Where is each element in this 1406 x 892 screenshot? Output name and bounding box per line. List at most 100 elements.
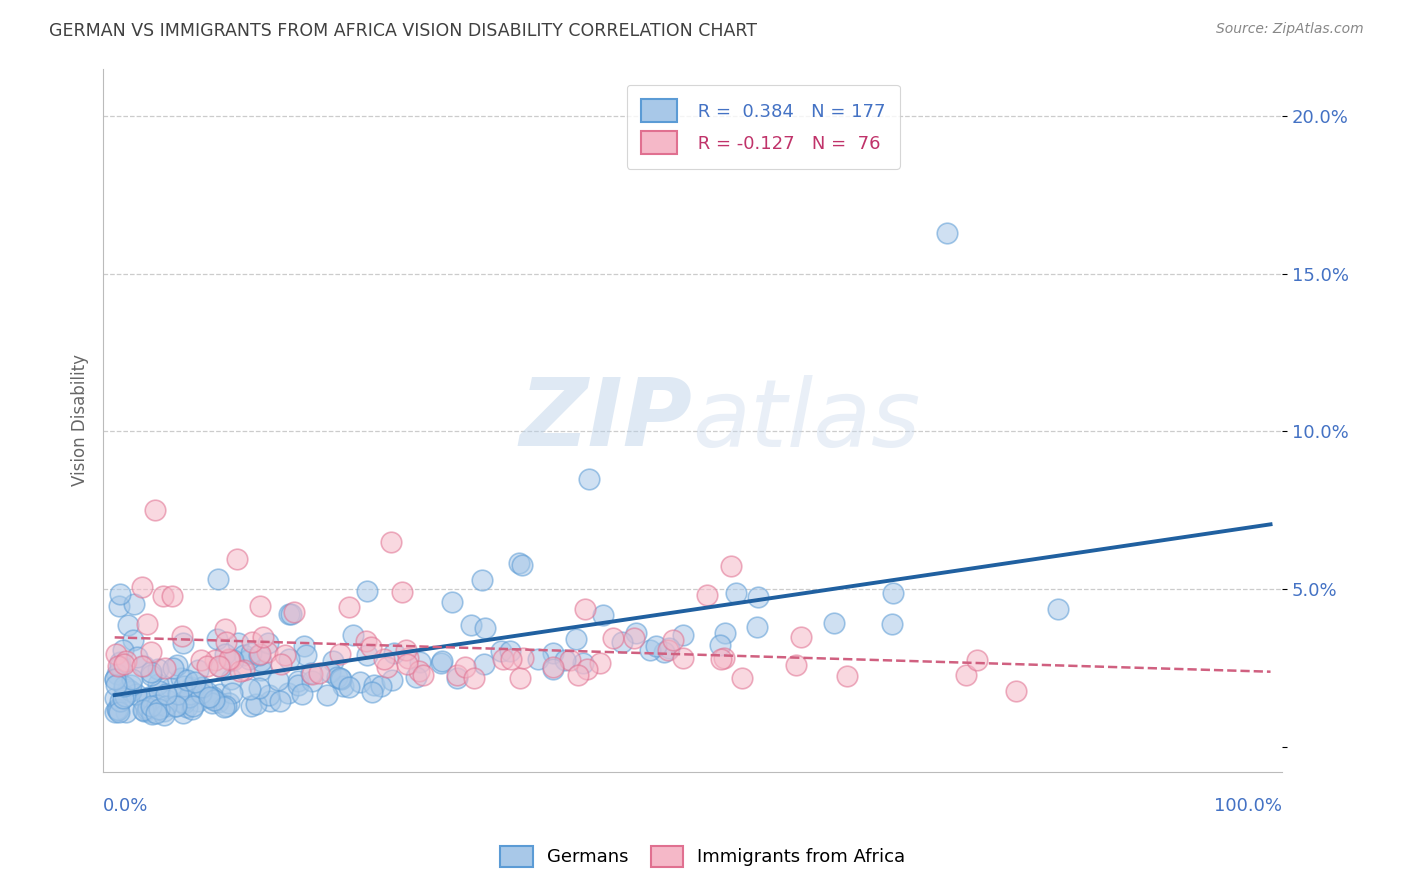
Point bbox=[162, 661, 184, 675]
Point bbox=[120, 678, 142, 692]
Point bbox=[747, 590, 769, 604]
Point bbox=[446, 668, 468, 682]
Point bbox=[575, 661, 598, 675]
Point bbox=[132, 658, 155, 673]
Point bbox=[256, 644, 278, 658]
Point bbox=[267, 673, 290, 687]
Point bbox=[269, 694, 291, 708]
Point bbox=[110, 659, 132, 673]
Point bbox=[112, 657, 135, 672]
Point bbox=[315, 688, 337, 702]
Point bbox=[337, 680, 360, 694]
Point bbox=[105, 702, 128, 716]
Point bbox=[208, 687, 231, 701]
Point bbox=[229, 664, 252, 678]
Point bbox=[356, 584, 378, 599]
Point bbox=[190, 686, 212, 700]
Point bbox=[139, 645, 162, 659]
Point bbox=[104, 672, 127, 686]
Point bbox=[202, 692, 225, 706]
Point bbox=[108, 706, 131, 720]
Point bbox=[370, 679, 392, 693]
Point bbox=[190, 653, 212, 667]
Point bbox=[165, 699, 187, 714]
Point bbox=[177, 690, 200, 704]
Point bbox=[554, 653, 576, 667]
Point bbox=[136, 693, 159, 707]
Point bbox=[356, 648, 378, 662]
Point bbox=[207, 632, 229, 646]
Point bbox=[204, 653, 226, 667]
Point bbox=[195, 685, 218, 699]
Point bbox=[308, 666, 330, 681]
Point bbox=[441, 594, 464, 608]
Point bbox=[105, 667, 128, 681]
Point bbox=[131, 658, 153, 673]
Point bbox=[785, 658, 807, 673]
Point bbox=[837, 669, 859, 683]
Point bbox=[409, 655, 432, 669]
Point bbox=[396, 651, 419, 665]
Point bbox=[221, 673, 243, 687]
Point bbox=[790, 630, 813, 644]
Point bbox=[156, 692, 179, 706]
Point bbox=[380, 534, 402, 549]
Point bbox=[176, 699, 198, 714]
Point bbox=[155, 698, 177, 713]
Point bbox=[247, 681, 270, 696]
Point bbox=[153, 704, 176, 718]
Point bbox=[747, 620, 769, 634]
Point bbox=[391, 585, 413, 599]
Point bbox=[181, 698, 204, 713]
Point bbox=[602, 631, 624, 645]
Point bbox=[512, 651, 534, 665]
Point bbox=[356, 633, 378, 648]
Point bbox=[181, 702, 204, 716]
Point bbox=[249, 647, 271, 661]
Point bbox=[139, 705, 162, 719]
Point bbox=[215, 698, 238, 713]
Point bbox=[172, 706, 194, 720]
Point bbox=[200, 691, 222, 706]
Point bbox=[131, 580, 153, 594]
Point bbox=[405, 670, 427, 684]
Point bbox=[238, 651, 260, 665]
Point bbox=[153, 707, 176, 722]
Point bbox=[108, 655, 131, 669]
Point bbox=[472, 657, 495, 671]
Point bbox=[135, 702, 157, 716]
Point bbox=[166, 657, 188, 672]
Point bbox=[218, 696, 240, 710]
Point bbox=[108, 694, 131, 708]
Point bbox=[270, 657, 292, 671]
Point bbox=[104, 648, 127, 662]
Point bbox=[122, 597, 145, 611]
Point bbox=[662, 633, 685, 648]
Point bbox=[232, 648, 254, 662]
Point bbox=[249, 663, 271, 677]
Point bbox=[509, 671, 531, 685]
Point bbox=[249, 648, 271, 662]
Point bbox=[252, 630, 274, 644]
Point bbox=[283, 605, 305, 619]
Point bbox=[112, 679, 135, 693]
Point bbox=[610, 635, 633, 649]
Point bbox=[294, 648, 316, 662]
Point bbox=[1046, 601, 1069, 615]
Point bbox=[148, 702, 170, 716]
Point bbox=[508, 556, 530, 570]
Point bbox=[155, 687, 177, 701]
Point bbox=[104, 705, 127, 719]
Point bbox=[191, 680, 214, 694]
Point bbox=[221, 686, 243, 700]
Point bbox=[172, 629, 194, 643]
Point bbox=[373, 652, 395, 666]
Point bbox=[170, 695, 193, 709]
Point bbox=[329, 672, 352, 686]
Point bbox=[492, 651, 515, 665]
Point bbox=[363, 677, 385, 691]
Point bbox=[318, 665, 340, 679]
Point bbox=[117, 617, 139, 632]
Point bbox=[160, 681, 183, 696]
Point bbox=[257, 688, 280, 702]
